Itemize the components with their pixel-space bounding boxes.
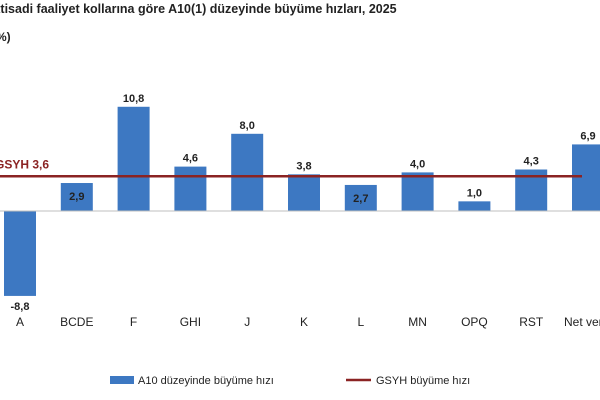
unit-label: (%) bbox=[0, 30, 11, 44]
bar-value-label-k: 3,8 bbox=[296, 160, 311, 172]
chart-title: İktisadi faaliyet kollarına göre A10(1) … bbox=[0, 2, 397, 16]
bar-bcde bbox=[60, 183, 93, 211]
bar-value-label-a: -8,8 bbox=[11, 301, 30, 313]
category-label-ghi: GHI bbox=[180, 315, 201, 329]
bar-a bbox=[4, 211, 36, 296]
category-label-opq: OPQ bbox=[461, 315, 488, 329]
bar-value-label-opq: 1,0 bbox=[467, 187, 482, 199]
category-label-bcde: BCDE bbox=[60, 315, 93, 329]
bar-ghi bbox=[174, 166, 207, 211]
bar-value-label-net-vergi: 6,9 bbox=[580, 130, 595, 142]
category-label-f: F bbox=[130, 315, 137, 329]
legend-label-a10: A10 düzeyinde büyüme hızı bbox=[138, 375, 274, 387]
bar-value-label-j: 8,0 bbox=[240, 120, 255, 132]
bar-value-label-rst: 4,3 bbox=[524, 156, 539, 168]
category-label-j: J bbox=[244, 315, 250, 329]
legend-swatch-a10 bbox=[110, 376, 134, 384]
category-label-k: K bbox=[300, 315, 308, 329]
gsyh-reference-label: GSYH 3,6 bbox=[0, 157, 49, 171]
category-label-rst: RST bbox=[519, 315, 544, 329]
bar-opq bbox=[458, 201, 491, 211]
bar-net-vergi bbox=[572, 144, 600, 211]
legend-label-gsyh: GSYH büyüme hızı bbox=[376, 375, 470, 387]
bar-value-label-ghi: 4,6 bbox=[183, 153, 198, 165]
bar-value-label-bcde: 2,9 bbox=[69, 191, 84, 203]
category-label-net-vergi: Net vergi bbox=[564, 315, 600, 329]
bar-j bbox=[231, 133, 264, 211]
legend: A10 düzeyinde büyüme hızı GSYH büyüme hı… bbox=[110, 375, 470, 387]
category-label-l: L bbox=[357, 315, 364, 329]
bar-value-label-f: 10,8 bbox=[123, 93, 144, 105]
category-label-a: A bbox=[16, 315, 24, 329]
bar-f bbox=[117, 106, 150, 211]
category-label-mn: MN bbox=[408, 315, 427, 329]
bar-l bbox=[344, 184, 377, 211]
bar-value-label-l: 2,7 bbox=[353, 193, 368, 205]
bar-value-label-mn: 4,0 bbox=[410, 158, 425, 170]
bar-k bbox=[288, 174, 320, 211]
bar-mn bbox=[401, 172, 434, 211]
